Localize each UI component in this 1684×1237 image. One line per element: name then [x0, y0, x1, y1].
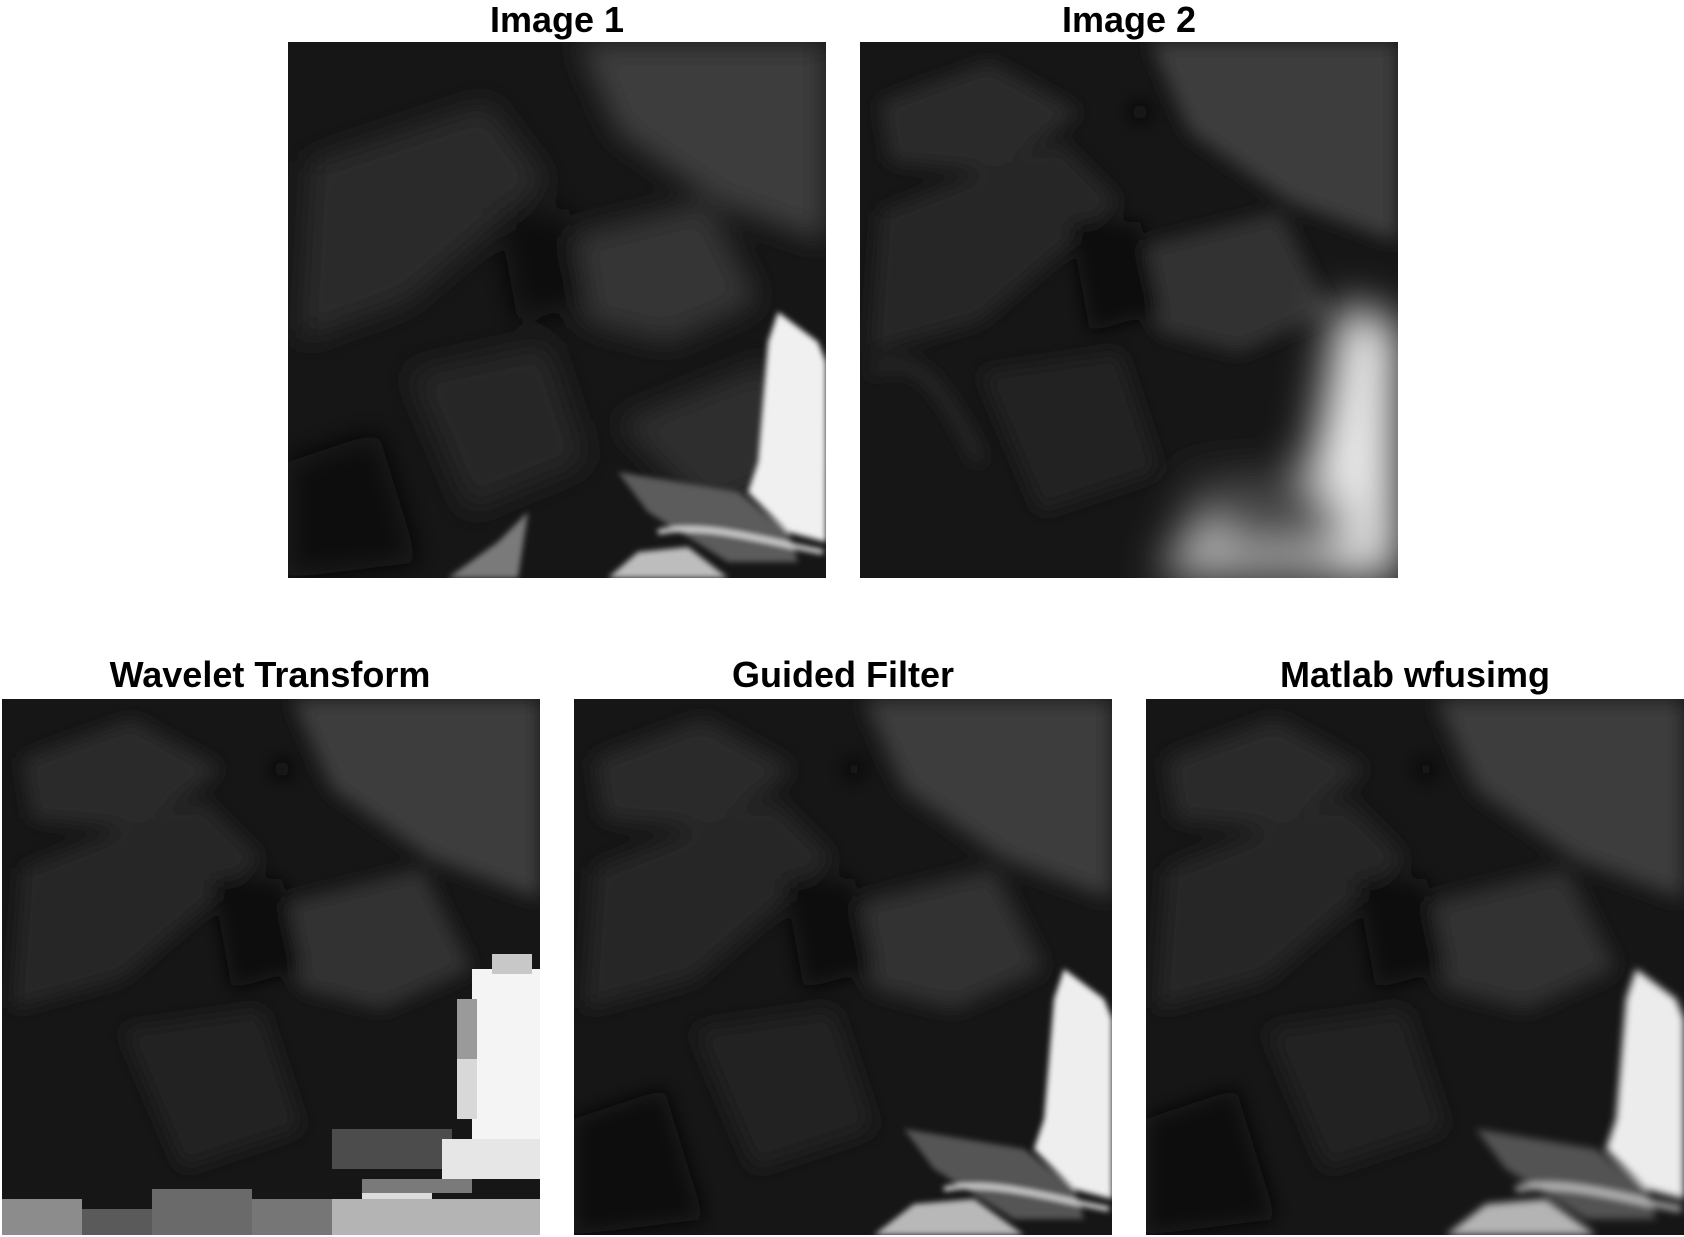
- photo-image-1: [288, 42, 826, 578]
- panel-title: Matlab wfusimg: [1279, 654, 1551, 695]
- panel-title: Wavelet Transform: [109, 654, 431, 695]
- panel-image-1: Image 1: [288, 0, 826, 580]
- panel-matlab-wfusimg: Matlab wfusimg: [1146, 655, 1684, 1237]
- panel-guided-filter: Guided Filter: [574, 655, 1112, 1237]
- panel-title: Guided Filter: [731, 654, 954, 695]
- photo-guided-filter: [574, 699, 1112, 1235]
- panel-title: Image 1: [489, 0, 625, 40]
- photo-image-2: [860, 42, 1398, 578]
- photo-matlab-wfusimg: [1146, 699, 1684, 1235]
- panel-wavelet-transform: Wavelet Transform: [0, 655, 540, 1237]
- panel-image-2: Image 2: [860, 0, 1398, 580]
- panel-title: Image 2: [1061, 0, 1197, 40]
- photo-wavelet-transform: [2, 699, 540, 1235]
